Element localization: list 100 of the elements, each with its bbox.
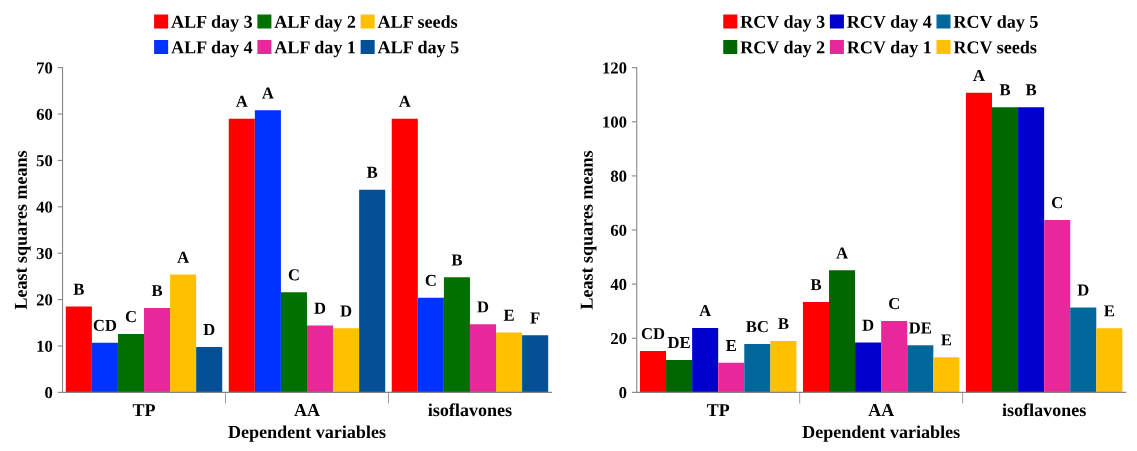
legend-label: RCV day 4 (847, 15, 932, 32)
y-tick-label: 70 (37, 62, 53, 74)
data-label: C (889, 298, 899, 310)
y-tick-label: 50 (36, 155, 53, 167)
y-tick-label: 0 (619, 387, 627, 399)
bar (802, 301, 830, 393)
bar (91, 342, 118, 393)
bar (855, 342, 882, 393)
data-label: BC (746, 321, 768, 333)
bar (965, 92, 992, 393)
data-label: E (1104, 305, 1115, 317)
bar (469, 324, 497, 393)
bar (639, 350, 667, 393)
x-tick-label: TP (706, 404, 730, 417)
y-tick-label: 30 (36, 247, 53, 260)
data-label: D (314, 302, 326, 314)
bar (144, 307, 171, 393)
bar (1018, 107, 1045, 393)
y-tick-label: 60 (36, 108, 53, 120)
data-label: B (778, 318, 789, 330)
data-label: D (477, 301, 489, 313)
data-label: DE (667, 337, 690, 349)
bar (417, 297, 444, 393)
data-label: C (288, 269, 299, 281)
legend-label: ALF day 3 (171, 15, 253, 32)
data-label: CD (641, 328, 665, 340)
bar (718, 362, 745, 393)
data-label: B (1025, 84, 1037, 96)
y-tick-label: 20 (611, 332, 627, 345)
bar (280, 292, 307, 393)
bar (770, 340, 797, 393)
data-label: A (836, 247, 848, 259)
legend-label: RCV day 5 (953, 15, 1038, 32)
bar (666, 359, 693, 393)
data-label: A (398, 95, 411, 107)
bar (254, 110, 281, 393)
data-label: C (425, 274, 436, 287)
data-label: B (451, 254, 463, 266)
bar (933, 357, 960, 393)
bar (443, 277, 470, 393)
x-tick-label: AA (294, 404, 320, 417)
y-tick-label: 40 (36, 201, 53, 213)
legend-label: ALF day 5 (377, 40, 459, 58)
x-tick-label: AA (868, 404, 895, 417)
data-label: A (235, 95, 248, 107)
legend-label: RCV seeds (953, 40, 1037, 54)
y-tick-label: 120 (603, 62, 627, 74)
legend-label: RCV day 3 (740, 15, 825, 32)
bar (391, 118, 418, 393)
x-tick-label: isoflavones (1002, 403, 1086, 417)
legend-label: ALF seeds (377, 15, 458, 28)
y-tick-label: 0 (45, 387, 53, 399)
bar (744, 343, 771, 393)
data-label: A (699, 305, 712, 317)
data-label: B (999, 84, 1011, 96)
data-label: CD (93, 319, 117, 332)
bar (1070, 307, 1097, 393)
x-tick-label: isoflavones (428, 403, 512, 417)
y-tick-label: 10 (37, 340, 53, 352)
x-axis-title: Dependent variables (228, 425, 386, 442)
y-tick-label: 80 (610, 170, 627, 182)
legend-label: ALF day 4 (171, 40, 253, 58)
legend-label: ALF day 2 (274, 15, 356, 32)
data-label: E (725, 340, 736, 351)
bar (196, 346, 223, 393)
legend-label: RCV day 2 (740, 40, 825, 58)
legend-label: RCV day 1 (847, 40, 931, 58)
bar (1096, 328, 1123, 393)
bar (228, 118, 255, 393)
data-label: D (1077, 284, 1089, 296)
bar (306, 325, 334, 393)
data-label: B (151, 285, 163, 297)
y-tick-label: 100 (603, 116, 627, 128)
data-label: A (262, 87, 274, 99)
bar (496, 332, 523, 393)
y-axis-title: Least squares means (580, 150, 597, 310)
data-label: B (810, 279, 822, 291)
y-axis-title: Least squares means (14, 150, 31, 310)
bar (692, 327, 719, 393)
data-label: DE (909, 322, 932, 334)
y-tick-label: 40 (610, 278, 627, 291)
legend-label: ALF day 1 (274, 40, 355, 58)
data-label: E (503, 309, 514, 321)
data-label: F (530, 312, 540, 324)
bar (991, 107, 1019, 393)
data-label: D (340, 305, 352, 317)
bar (907, 345, 934, 393)
y-tick-label: 20 (36, 294, 53, 306)
x-tick-label: TP (132, 404, 156, 417)
data-label: A (177, 251, 190, 263)
bar (881, 320, 908, 393)
data-label: D (862, 319, 874, 331)
data-label: B (73, 283, 84, 295)
data-label: B (366, 166, 378, 178)
bar (333, 328, 360, 393)
bar (65, 306, 92, 393)
bar (170, 274, 197, 393)
bar (359, 189, 386, 393)
data-label: E (941, 334, 952, 346)
bar (522, 335, 549, 393)
